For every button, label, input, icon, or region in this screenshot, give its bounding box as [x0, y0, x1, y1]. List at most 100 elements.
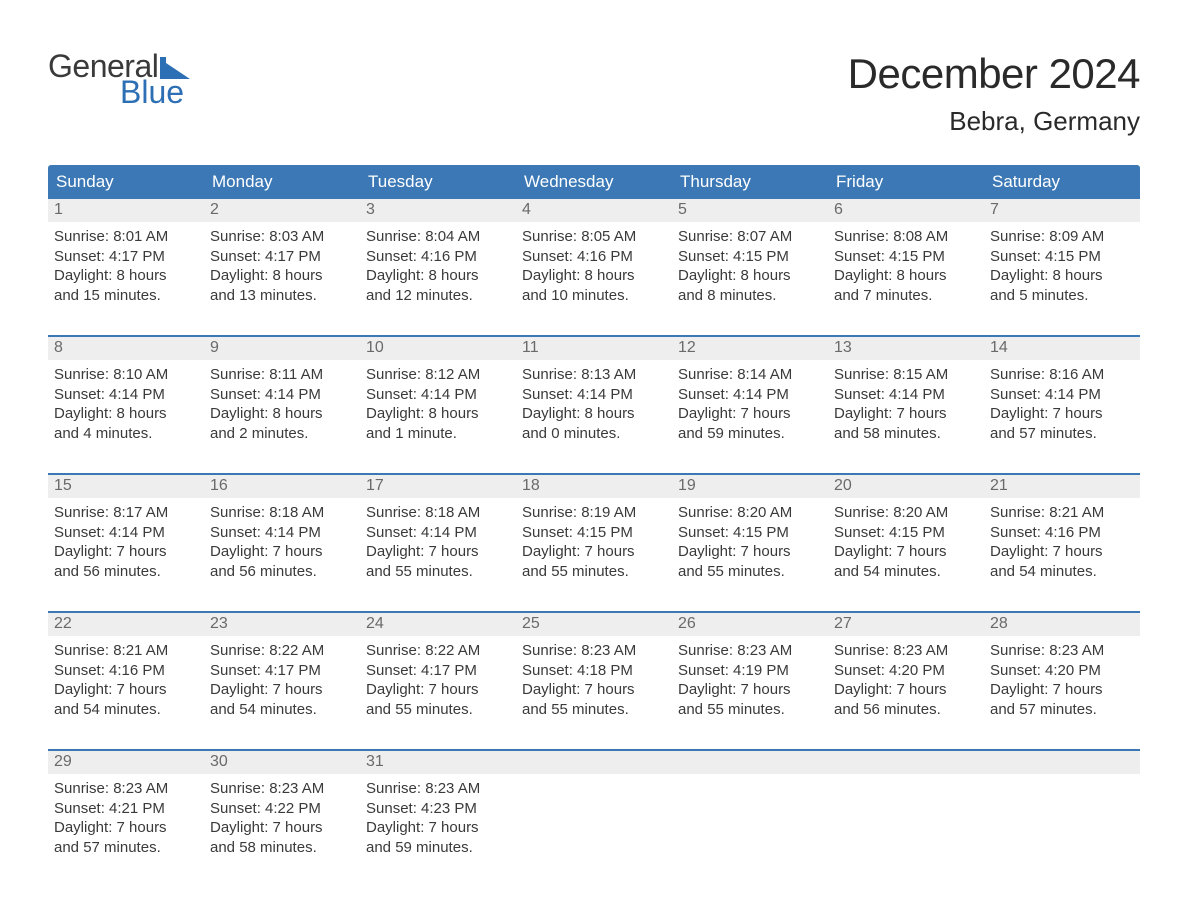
- day-number: 9: [204, 337, 360, 360]
- day-sunset: Sunset: 4:14 PM: [366, 385, 510, 405]
- day-number: [516, 751, 672, 774]
- day-sunset: Sunset: 4:15 PM: [678, 247, 822, 267]
- day-d2: and 56 minutes.: [834, 700, 978, 720]
- weekday-header: Monday: [204, 165, 360, 199]
- day-d2: and 57 minutes.: [990, 700, 1134, 720]
- weekday-header: Sunday: [48, 165, 204, 199]
- day-number: [828, 751, 984, 774]
- day-number: 26: [672, 613, 828, 636]
- day-number: 3: [360, 199, 516, 222]
- day-sunrise: Sunrise: 8:16 AM: [990, 365, 1134, 385]
- day-cell: 2Sunrise: 8:03 AMSunset: 4:17 PMDaylight…: [204, 199, 360, 317]
- day-d2: and 57 minutes.: [54, 838, 198, 858]
- day-d2: and 58 minutes.: [210, 838, 354, 858]
- day-sunset: Sunset: 4:16 PM: [54, 661, 198, 681]
- day-d2: and 58 minutes.: [834, 424, 978, 444]
- day-body: Sunrise: 8:23 AMSunset: 4:21 PMDaylight:…: [48, 774, 204, 861]
- day-sunrise: Sunrise: 8:23 AM: [834, 641, 978, 661]
- day-d2: and 1 minute.: [366, 424, 510, 444]
- day-number: 15: [48, 475, 204, 498]
- day-cell: 10Sunrise: 8:12 AMSunset: 4:14 PMDayligh…: [360, 337, 516, 455]
- day-cell: 25Sunrise: 8:23 AMSunset: 4:18 PMDayligh…: [516, 613, 672, 731]
- day-body: Sunrise: 8:10 AMSunset: 4:14 PMDaylight:…: [48, 360, 204, 447]
- week-row: 22Sunrise: 8:21 AMSunset: 4:16 PMDayligh…: [48, 611, 1140, 731]
- day-sunrise: Sunrise: 8:13 AM: [522, 365, 666, 385]
- weeks-container: 1Sunrise: 8:01 AMSunset: 4:17 PMDaylight…: [48, 199, 1140, 869]
- day-sunrise: Sunrise: 8:23 AM: [678, 641, 822, 661]
- week-row: 1Sunrise: 8:01 AMSunset: 4:17 PMDaylight…: [48, 199, 1140, 317]
- day-sunset: Sunset: 4:17 PM: [366, 661, 510, 681]
- day-d1: Daylight: 7 hours: [366, 680, 510, 700]
- location: Bebra, Germany: [848, 106, 1140, 137]
- day-number: 12: [672, 337, 828, 360]
- day-body: Sunrise: 8:23 AMSunset: 4:20 PMDaylight:…: [828, 636, 984, 723]
- day-d1: Daylight: 7 hours: [678, 542, 822, 562]
- day-sunset: Sunset: 4:14 PM: [834, 385, 978, 405]
- day-number: 8: [48, 337, 204, 360]
- day-d2: and 54 minutes.: [834, 562, 978, 582]
- day-d1: Daylight: 7 hours: [834, 542, 978, 562]
- day-d2: and 15 minutes.: [54, 286, 198, 306]
- day-number: 14: [984, 337, 1140, 360]
- day-sunrise: Sunrise: 8:12 AM: [366, 365, 510, 385]
- day-d2: and 8 minutes.: [678, 286, 822, 306]
- day-body: Sunrise: 8:11 AMSunset: 4:14 PMDaylight:…: [204, 360, 360, 447]
- day-number: 7: [984, 199, 1140, 222]
- weekday-header: Wednesday: [516, 165, 672, 199]
- day-number: 2: [204, 199, 360, 222]
- day-sunrise: Sunrise: 8:22 AM: [366, 641, 510, 661]
- day-cell: 14Sunrise: 8:16 AMSunset: 4:14 PMDayligh…: [984, 337, 1140, 455]
- day-number: 28: [984, 613, 1140, 636]
- day-body: Sunrise: 8:23 AMSunset: 4:23 PMDaylight:…: [360, 774, 516, 861]
- day-number: 21: [984, 475, 1140, 498]
- day-cell: 6Sunrise: 8:08 AMSunset: 4:15 PMDaylight…: [828, 199, 984, 317]
- day-sunset: Sunset: 4:17 PM: [210, 661, 354, 681]
- day-sunset: Sunset: 4:16 PM: [366, 247, 510, 267]
- day-cell: [672, 751, 828, 869]
- day-sunset: Sunset: 4:15 PM: [522, 523, 666, 543]
- day-sunrise: Sunrise: 8:23 AM: [54, 779, 198, 799]
- day-d1: Daylight: 7 hours: [990, 542, 1134, 562]
- day-d2: and 54 minutes.: [210, 700, 354, 720]
- day-body: Sunrise: 8:23 AMSunset: 4:18 PMDaylight:…: [516, 636, 672, 723]
- day-sunrise: Sunrise: 8:03 AM: [210, 227, 354, 247]
- day-cell: 28Sunrise: 8:23 AMSunset: 4:20 PMDayligh…: [984, 613, 1140, 731]
- day-d1: Daylight: 7 hours: [210, 818, 354, 838]
- day-sunrise: Sunrise: 8:23 AM: [366, 779, 510, 799]
- day-d2: and 55 minutes.: [678, 700, 822, 720]
- day-body: Sunrise: 8:13 AMSunset: 4:14 PMDaylight:…: [516, 360, 672, 447]
- day-sunrise: Sunrise: 8:20 AM: [678, 503, 822, 523]
- title-block: December 2024 Bebra, Germany: [848, 50, 1140, 137]
- day-body: Sunrise: 8:17 AMSunset: 4:14 PMDaylight:…: [48, 498, 204, 585]
- day-sunrise: Sunrise: 8:17 AM: [54, 503, 198, 523]
- day-cell: 9Sunrise: 8:11 AMSunset: 4:14 PMDaylight…: [204, 337, 360, 455]
- day-sunrise: Sunrise: 8:11 AM: [210, 365, 354, 385]
- day-d1: Daylight: 8 hours: [990, 266, 1134, 286]
- day-d1: Daylight: 8 hours: [54, 266, 198, 286]
- day-body: Sunrise: 8:20 AMSunset: 4:15 PMDaylight:…: [828, 498, 984, 585]
- day-sunset: Sunset: 4:14 PM: [522, 385, 666, 405]
- day-sunset: Sunset: 4:22 PM: [210, 799, 354, 819]
- day-cell: 20Sunrise: 8:20 AMSunset: 4:15 PMDayligh…: [828, 475, 984, 593]
- day-cell: 1Sunrise: 8:01 AMSunset: 4:17 PMDaylight…: [48, 199, 204, 317]
- day-sunrise: Sunrise: 8:15 AM: [834, 365, 978, 385]
- day-d1: Daylight: 7 hours: [210, 680, 354, 700]
- header: General Blue December 2024 Bebra, German…: [48, 50, 1140, 137]
- day-cell: 12Sunrise: 8:14 AMSunset: 4:14 PMDayligh…: [672, 337, 828, 455]
- day-body: Sunrise: 8:08 AMSunset: 4:15 PMDaylight:…: [828, 222, 984, 309]
- day-sunset: Sunset: 4:14 PM: [54, 523, 198, 543]
- day-d1: Daylight: 7 hours: [54, 818, 198, 838]
- day-number: 31: [360, 751, 516, 774]
- day-body: Sunrise: 8:05 AMSunset: 4:16 PMDaylight:…: [516, 222, 672, 309]
- day-d1: Daylight: 8 hours: [366, 266, 510, 286]
- day-cell: 11Sunrise: 8:13 AMSunset: 4:14 PMDayligh…: [516, 337, 672, 455]
- day-d2: and 54 minutes.: [54, 700, 198, 720]
- day-body: Sunrise: 8:18 AMSunset: 4:14 PMDaylight:…: [204, 498, 360, 585]
- day-body: Sunrise: 8:22 AMSunset: 4:17 PMDaylight:…: [204, 636, 360, 723]
- day-sunset: Sunset: 4:15 PM: [834, 523, 978, 543]
- day-number: 10: [360, 337, 516, 360]
- day-d1: Daylight: 7 hours: [522, 680, 666, 700]
- day-number: 30: [204, 751, 360, 774]
- day-d1: Daylight: 7 hours: [834, 404, 978, 424]
- day-cell: 31Sunrise: 8:23 AMSunset: 4:23 PMDayligh…: [360, 751, 516, 869]
